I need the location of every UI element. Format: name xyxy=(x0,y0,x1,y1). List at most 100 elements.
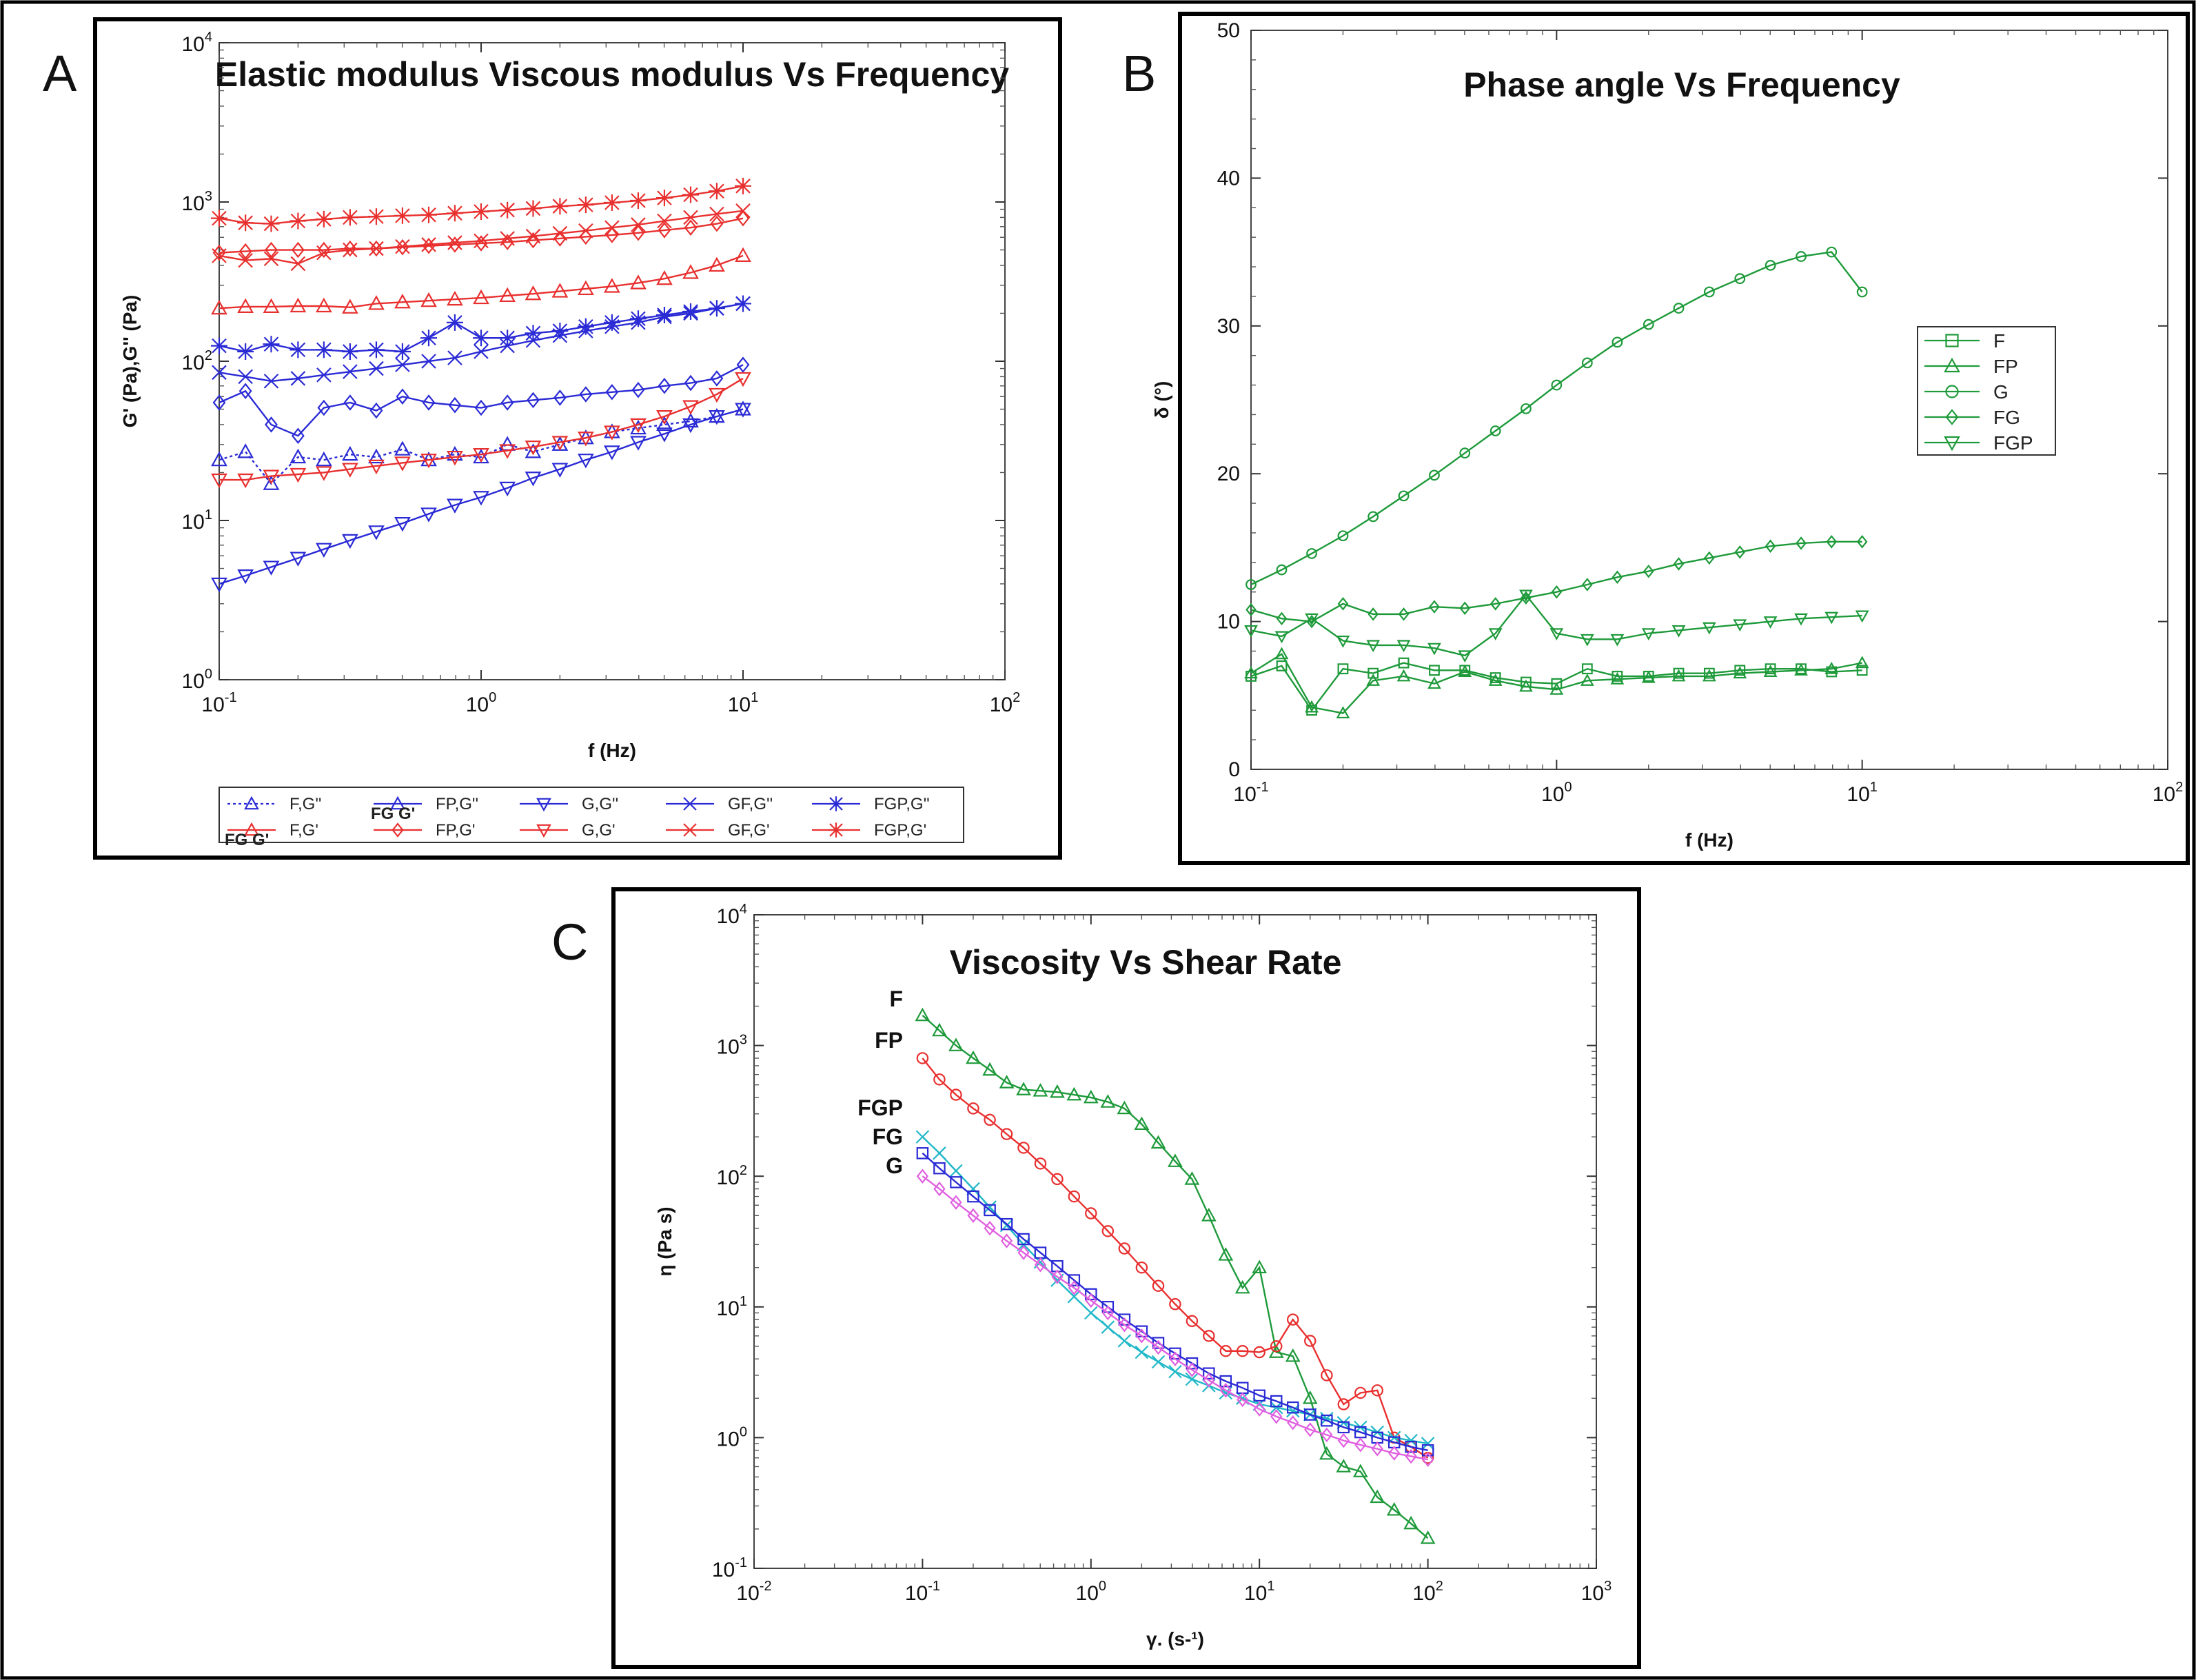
data-point-gf-g- xyxy=(369,241,384,256)
data-point-fp-g- xyxy=(553,389,567,406)
data-point-fg xyxy=(1582,578,1593,591)
data-point-gf-g- xyxy=(290,256,306,272)
data-point-fp-g- xyxy=(631,381,645,398)
data-point-g-g- xyxy=(525,441,542,456)
data-point-fgp xyxy=(1168,1364,1182,1379)
data-point-g xyxy=(1135,1328,1148,1344)
data-point-fgp xyxy=(1117,1334,1132,1348)
data-point-fp-g- xyxy=(605,384,619,401)
x-tick-label: 10-2 xyxy=(736,1579,771,1605)
data-point-fp xyxy=(1824,661,1839,674)
curve-label-f: F xyxy=(889,986,903,1011)
data-point-fg xyxy=(1704,551,1715,565)
data-point-g xyxy=(1152,1339,1165,1355)
panel-a-series xyxy=(211,177,751,593)
data-point-fgp xyxy=(1549,628,1564,641)
data-point-g-g- xyxy=(630,418,647,434)
data-point-f-g- xyxy=(211,299,227,315)
data-point-fp xyxy=(1354,1386,1367,1399)
data-point-gf-g- xyxy=(263,251,279,267)
data-point-f-g- xyxy=(604,278,620,293)
data-point-fp-g- xyxy=(605,227,619,243)
panel-b-frame xyxy=(1178,12,2190,865)
data-point-fp xyxy=(1337,1398,1350,1410)
data-point-fg xyxy=(950,1176,962,1188)
data-point-fp xyxy=(1219,1344,1232,1357)
data-point-fg xyxy=(1459,601,1471,616)
data-point-f-g- xyxy=(525,443,542,458)
data-point-fgp-g- xyxy=(315,210,332,227)
data-point-fp xyxy=(1274,647,1289,660)
data-point-fg xyxy=(1398,607,1410,621)
data-point-gf-g- xyxy=(631,217,646,232)
data-point-fp xyxy=(1458,665,1472,677)
data-point-f-g- xyxy=(394,441,411,456)
data-point-g xyxy=(1826,246,1838,258)
legend-label: FP,G'' xyxy=(436,795,478,813)
x-tick-label: 101 xyxy=(1847,780,1878,806)
data-point-fg xyxy=(1405,1441,1417,1453)
data-point-fgp-g- xyxy=(577,196,594,214)
data-point-fp xyxy=(1733,666,1747,679)
data-point-g-g- xyxy=(420,454,437,469)
data-point-fp xyxy=(950,1089,962,1101)
data-point-gf-g- xyxy=(395,357,410,372)
y-tick-label: 30 xyxy=(1217,315,1240,338)
data-point-g xyxy=(1612,336,1623,348)
data-point-fg xyxy=(1337,597,1349,611)
data-point-f-g- xyxy=(316,451,332,467)
data-point-fgp-g- xyxy=(577,318,594,335)
curve-label-fg: FG xyxy=(873,1124,903,1149)
data-point-fp-g- xyxy=(527,232,540,249)
data-point-fp-g- xyxy=(396,239,409,256)
data-point-fg xyxy=(1321,1414,1333,1427)
data-point-fgp-g- xyxy=(367,208,385,225)
data-point-gf-g- xyxy=(316,367,332,383)
data-point-g-g- xyxy=(630,436,647,451)
series-line-fp xyxy=(1250,653,1862,714)
data-point-fp xyxy=(1671,669,1686,682)
data-point-fgp xyxy=(933,1146,946,1160)
data-point-gf-g- xyxy=(657,213,672,229)
data-point-f-g- xyxy=(263,298,280,314)
data-point-fgp xyxy=(1671,625,1686,638)
data-point-f-g- xyxy=(342,445,358,461)
data-point-g xyxy=(1421,1452,1434,1467)
panel-a-frame xyxy=(93,17,1062,860)
x-axis-label: f (Hz) xyxy=(1685,829,1734,851)
data-point-g xyxy=(1643,318,1654,330)
data-point-f xyxy=(1420,1530,1436,1544)
data-point-fp-g- xyxy=(238,243,252,260)
data-point-fp-g- xyxy=(579,386,593,403)
data-point-g xyxy=(1219,1383,1232,1398)
legend-label: GF,G'' xyxy=(728,795,773,813)
data-point-fgp xyxy=(1366,640,1381,653)
data-point-fgp-g- xyxy=(446,205,463,222)
data-point-fgp-g- xyxy=(473,203,489,220)
data-point-f xyxy=(1184,1171,1200,1185)
series-line-g xyxy=(1250,251,1863,586)
data-point-fgp xyxy=(1185,1372,1199,1386)
data-point-g xyxy=(1429,469,1440,481)
y-tick-label: 20 xyxy=(1217,463,1240,485)
x-tick-label: 100 xyxy=(1541,780,1572,806)
data-point-g xyxy=(950,1195,962,1211)
data-point-gf-g- xyxy=(212,248,227,263)
panel-c-title: Viscosity Vs Shear Rate xyxy=(950,943,1342,982)
data-point-fgp-g- xyxy=(603,194,620,212)
data-point-fp xyxy=(1000,1128,1013,1140)
data-point-g-g- xyxy=(263,560,280,576)
data-point-g xyxy=(1085,1293,1097,1308)
y-tick-label: 50 xyxy=(1217,19,1240,42)
data-point-gf-g- xyxy=(290,371,306,386)
legend-marker-square xyxy=(1945,334,1959,347)
data-point-fp xyxy=(1371,1384,1383,1397)
data-point-f xyxy=(1117,1100,1132,1115)
x-tick-label: 100 xyxy=(1076,1579,1107,1605)
data-point-fg xyxy=(1368,607,1379,621)
panel-b-title: Phase angle Vs Frequency xyxy=(1463,65,1900,104)
data-point-fgp-g- xyxy=(551,198,569,215)
data-point-g-g- xyxy=(604,445,620,461)
